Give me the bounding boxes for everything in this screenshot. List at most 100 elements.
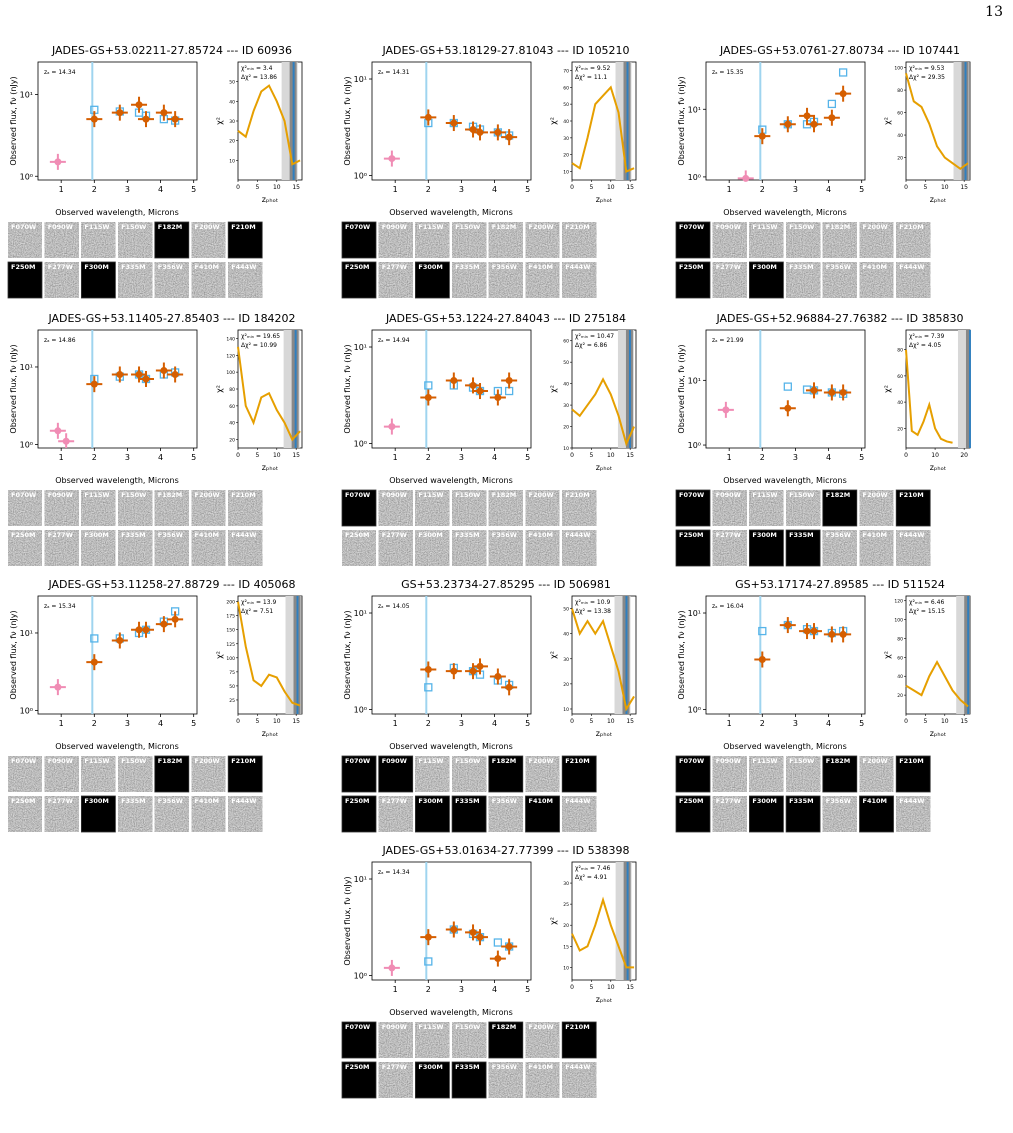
chi2-y-tick-label: 60 — [563, 339, 569, 345]
x-tick-label: 1 — [393, 185, 398, 194]
za-label: zₐ = 14.31 — [378, 69, 410, 76]
chi2-x-tick-label: 5 — [255, 718, 259, 725]
chi2-x-tick-label: 5 — [589, 718, 593, 725]
chi2-y-tick-label: 50 — [563, 102, 569, 108]
stamp — [81, 529, 116, 567]
filter-label: F356W — [158, 797, 183, 805]
filter-label: F335M — [789, 531, 813, 539]
filter-label: F210M — [231, 757, 255, 765]
x-tick-label: 3 — [793, 185, 798, 194]
flux-point — [388, 155, 396, 163]
flux-point — [142, 626, 150, 634]
y-axis-label: Observed flux, fν (nJy) — [343, 76, 352, 165]
filter-label: F277W — [382, 263, 407, 271]
x-tick-label: 3 — [459, 719, 464, 728]
stamp — [451, 261, 487, 299]
filter-label: F444W — [565, 797, 590, 805]
stamp — [341, 489, 377, 527]
chi2-x-tick-label: 15 — [626, 984, 634, 991]
flux-point — [160, 109, 168, 117]
panel: GS+53.17174-27.89585 --- ID 511524 1 2 3 4 5 1… — [675, 578, 971, 833]
chi2-y-tick-label: 140 — [226, 336, 235, 342]
flux-point — [171, 615, 179, 623]
chi2-axis-label: χ² — [549, 117, 558, 125]
x-tick-label: 4 — [826, 719, 831, 728]
filter-label: F300M — [418, 263, 442, 271]
sed-axes — [371, 861, 532, 981]
filter-label: F070W — [679, 491, 704, 499]
chi2-x-tick-label: 15 — [626, 184, 634, 191]
sed-axes — [705, 595, 866, 715]
filter-label: F410M — [529, 797, 553, 805]
y-tick-label: 10⁰ — [354, 972, 367, 981]
delta-chi2: Δχ² = 13.86 — [241, 74, 277, 81]
flux-point — [90, 380, 98, 388]
x-tick-label: 1 — [59, 185, 64, 194]
filter-label: F250M — [679, 797, 703, 805]
filter-label: F115W — [418, 223, 443, 231]
stamp — [488, 755, 524, 793]
stamp — [415, 489, 450, 527]
filter-label: F300M — [418, 1063, 442, 1071]
stamp — [44, 489, 80, 527]
stamp — [488, 529, 524, 567]
chi2-min: χ²ₘᵢₙ = 7.46 — [575, 865, 610, 872]
x-tick-label: 3 — [459, 185, 464, 194]
x-axis-label: Observed wavelength, Microns — [723, 208, 847, 217]
filter-label: F150W — [121, 757, 146, 765]
flux-point — [160, 620, 168, 628]
filter-label: F335M — [121, 797, 145, 805]
filter-label: F070W — [345, 1023, 370, 1031]
stamp — [859, 529, 894, 567]
chi2-x-tick-label: 0 — [904, 718, 908, 725]
y-axis-label: Observed flux, fν (nJy) — [677, 610, 686, 699]
stamp — [451, 795, 487, 833]
filter-label: F335M — [121, 531, 145, 539]
stamp — [712, 221, 748, 259]
chi2-y-tick-label: 40 — [897, 400, 903, 406]
filter-label: F277W — [382, 797, 407, 805]
x-tick-label: 1 — [393, 453, 398, 462]
chi2-min: χ²ₘᵢₙ = 13.9 — [241, 599, 276, 606]
chi2-x-tick-label: 5 — [923, 184, 927, 191]
flux-point — [450, 119, 458, 127]
chi2-axis-label: χ² — [883, 117, 892, 125]
filter-label: F410M — [195, 797, 219, 805]
chi2-axis-label: χ² — [215, 117, 224, 125]
x-tick-label: 5 — [859, 719, 864, 728]
stamp — [822, 755, 858, 793]
stamp — [488, 489, 524, 527]
chi2-x-tick-label: 0 — [570, 718, 574, 725]
stamp — [749, 261, 784, 299]
chi2-axis-label: χ² — [549, 917, 558, 925]
stamp — [44, 529, 80, 567]
chi2-min: χ²ₘᵢₙ = 9.52 — [575, 65, 610, 72]
stamp — [895, 795, 931, 833]
delta-chi2: Δχ² = 15.15 — [909, 608, 945, 615]
stamp — [7, 221, 43, 259]
filter-label: F444W — [899, 263, 924, 271]
filter-label: F277W — [716, 797, 741, 805]
flux-point — [388, 964, 396, 972]
chi2-curve — [905, 659, 969, 708]
filter-label: F250M — [11, 531, 35, 539]
chi2-min: χ²ₘᵢₙ = 7.39 — [909, 333, 944, 340]
page-number: 13 — [985, 4, 1003, 20]
filter-label: F210M — [899, 223, 923, 231]
flux-point — [476, 128, 484, 136]
chi2-x-tick-label: 10 — [941, 718, 949, 725]
chi2-x-tick-label: 15 — [292, 718, 300, 725]
model-point — [493, 938, 503, 947]
filter-label: F410M — [195, 263, 219, 271]
chi2-x-tick-label: 15 — [292, 184, 300, 191]
filter-label: F150W — [121, 223, 146, 231]
filter-label: F277W — [382, 1063, 407, 1071]
chi2-curve — [237, 601, 301, 707]
stamp — [488, 1061, 524, 1099]
model-point — [90, 634, 99, 643]
model-point — [424, 957, 433, 966]
stamp — [822, 529, 858, 567]
x-axis-label: Observed wavelength, Microns — [55, 208, 179, 217]
x-axis-label: Observed wavelength, Microns — [389, 208, 513, 217]
stamp — [191, 755, 226, 793]
